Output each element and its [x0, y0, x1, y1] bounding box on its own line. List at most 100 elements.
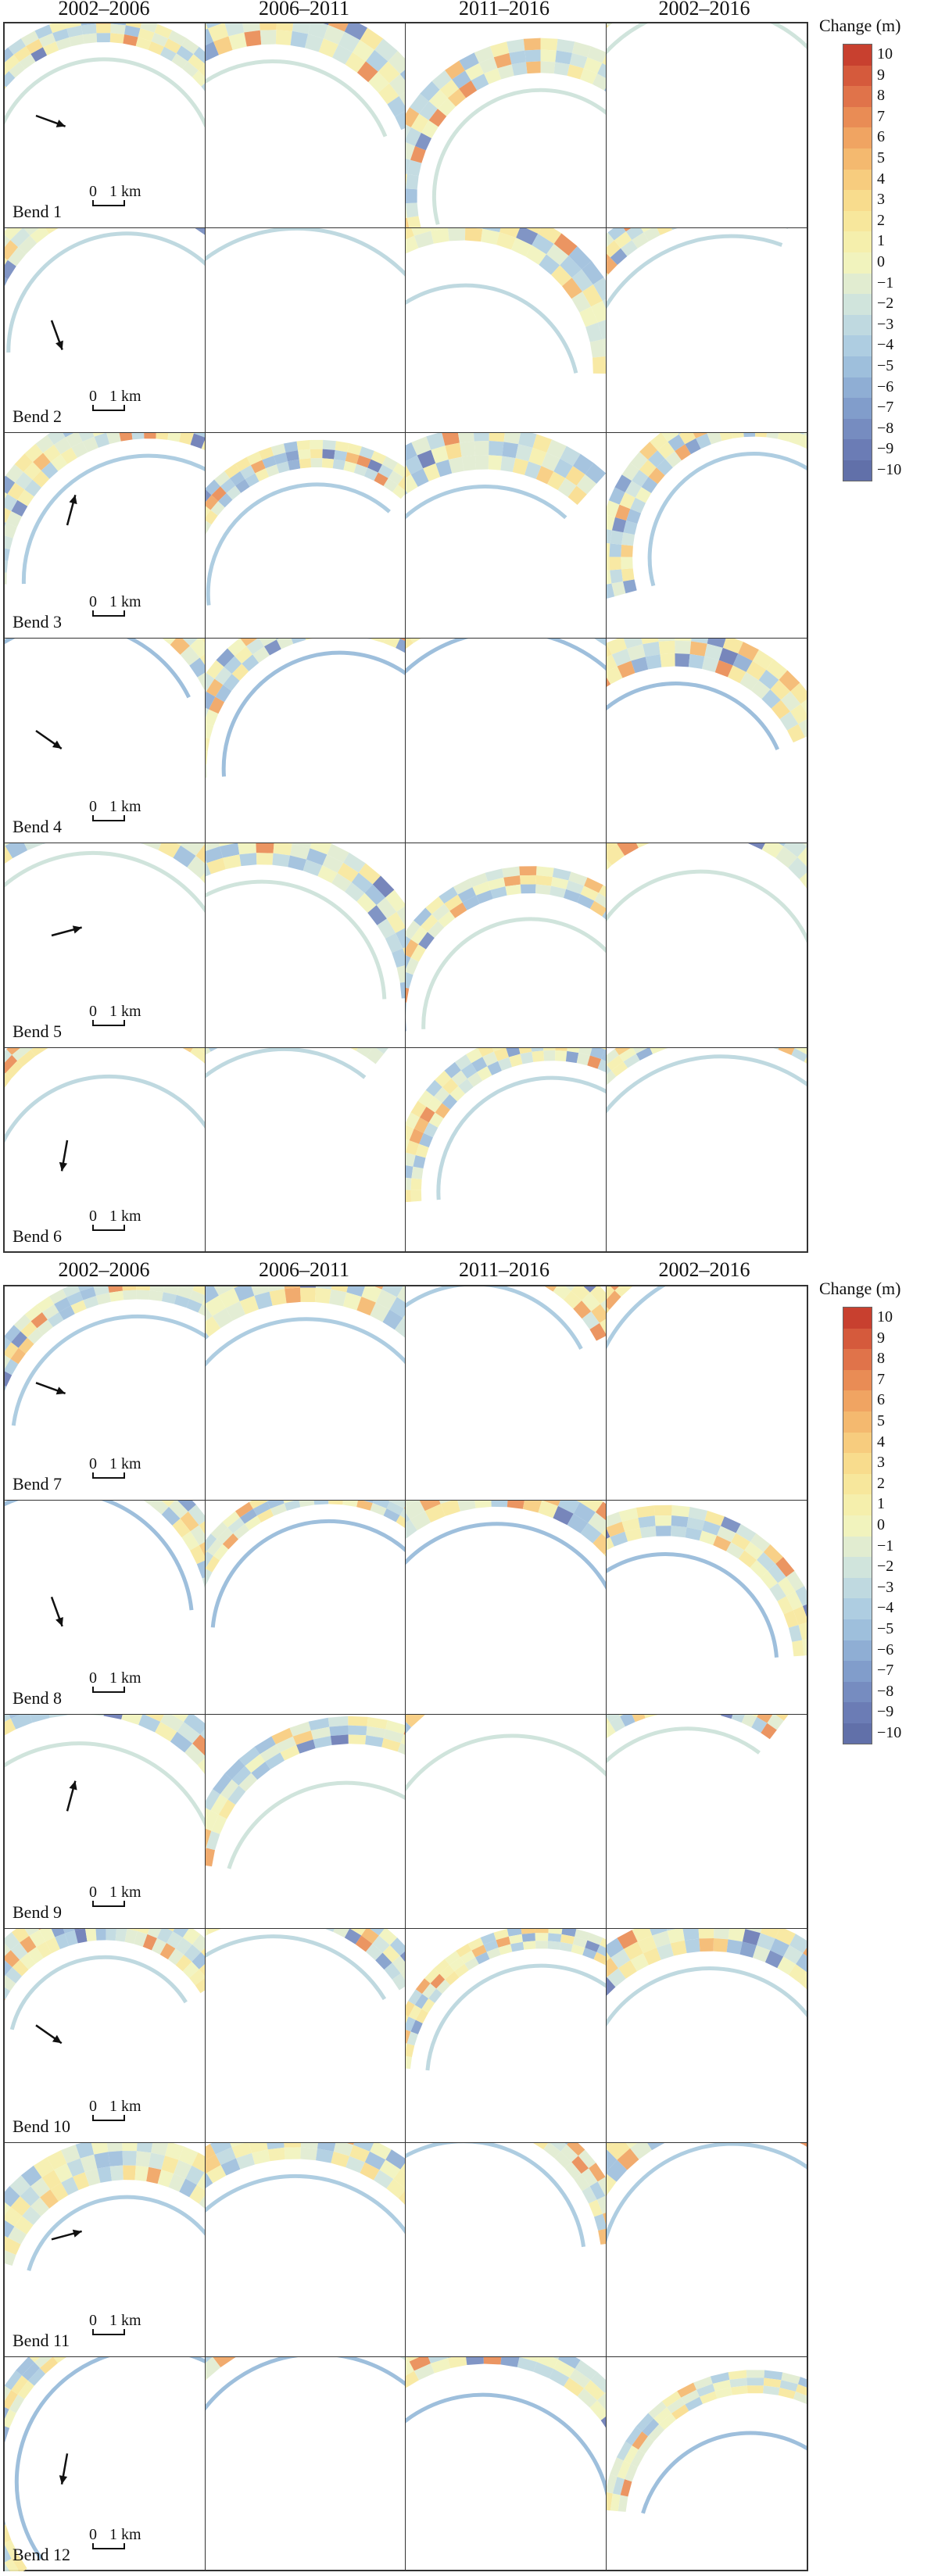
channel-band — [5, 638, 205, 698]
scale-bar: 0 1 km — [89, 1208, 141, 1232]
scale-zero-label: 0 — [89, 592, 97, 610]
channel-band — [606, 1286, 665, 1350]
legend-tick-label: −6 — [877, 1640, 894, 1658]
channel-band — [406, 1286, 606, 1351]
channel-band — [406, 638, 606, 674]
change-map — [406, 866, 606, 1032]
bend-map-panel: Bend 10 0 1 km — [5, 1929, 206, 2143]
legend-tick-label: −3 — [877, 315, 894, 333]
bend-map-panel — [406, 433, 607, 639]
scale-bar-line — [92, 1225, 125, 1232]
bend-label: Bend 3 — [13, 611, 62, 631]
channel-band — [205, 23, 406, 138]
scale-bar-line — [92, 1687, 125, 1693]
bend-map-panel — [606, 23, 807, 229]
change-map — [606, 1286, 665, 1350]
change-map — [205, 2143, 406, 2235]
bend-map-panel — [606, 1715, 807, 1929]
legend-color-ramp — [843, 1307, 872, 1745]
flow-direction-arrow-icon — [66, 495, 77, 526]
bend-map-panel: Bend 3 0 1 km — [5, 433, 206, 639]
column-title: 2006–2011 — [258, 1258, 350, 1281]
scale-bar-line — [92, 2543, 125, 2549]
channel-band — [5, 2143, 205, 2271]
bend-map-panel: Bend 5 0 1 km — [5, 843, 206, 1048]
scale-bar-line — [92, 1472, 125, 1479]
legend-tick-label: 6 — [877, 1391, 885, 1409]
bend-map-panel — [205, 2357, 406, 2571]
legend-swatch — [843, 1494, 872, 1515]
change-map — [606, 843, 807, 944]
change-map — [606, 1929, 807, 2027]
legend-title: Change (m) — [819, 16, 901, 35]
bend-map-panel — [406, 1286, 607, 1501]
legend-swatch — [843, 460, 872, 481]
legend-tick-label: 10 — [877, 1308, 893, 1326]
legend-tick-label: −7 — [877, 399, 894, 417]
channel-band — [606, 2370, 807, 2514]
scale-bar: 0 1 km — [89, 388, 141, 412]
bend-label: Bend 11 — [13, 2331, 70, 2350]
legend-top: Change (m) 10 9 8 7 6 5 4 3 2 1 0 −1 −2 −3 −4 −5 −6 −7 −8−… — [819, 16, 936, 485]
legend-tick-label: −8 — [877, 1682, 894, 1700]
bend-map-panel — [406, 1048, 607, 1254]
bend-map-panel: Bend 8 0 1 km — [5, 1501, 206, 1715]
change-map — [5, 1501, 205, 1627]
legend-tick-label: 2 — [877, 1474, 885, 1492]
scale-zero-label: 0 — [89, 2526, 97, 2543]
change-map — [205, 1501, 406, 1628]
change-map — [606, 1715, 789, 1764]
legend-tick-label: −10 — [877, 1723, 902, 1741]
bend-map-panel — [606, 843, 807, 1048]
bend-label: Bend 5 — [13, 1021, 62, 1041]
legend-tick-label: 7 — [877, 1370, 885, 1388]
bend-map-panel — [406, 1715, 607, 1929]
change-map — [5, 1048, 205, 1172]
channel-band — [406, 1929, 606, 2071]
bend-map-panel — [205, 433, 406, 639]
bend-map-panel: Bend 12 0 1 km — [5, 2357, 206, 2571]
legend-tick-label: −3 — [877, 1578, 894, 1596]
channel-band — [606, 1715, 789, 1764]
channel-band — [406, 2143, 606, 2248]
channel-band — [5, 1929, 205, 2030]
legend-swatch — [843, 148, 872, 170]
change-map — [606, 23, 807, 55]
change-map — [5, 2357, 205, 2571]
legend-swatch — [843, 1681, 872, 1703]
change-map — [406, 2143, 606, 2248]
scale-km-label: 1 km — [109, 2098, 141, 2115]
bend-map-panel — [406, 638, 607, 843]
bend-map-panel — [606, 638, 807, 843]
change-map — [406, 638, 606, 674]
channel-band — [406, 2357, 606, 2495]
change-map — [606, 1048, 807, 1114]
flow-direction-arrow-icon — [35, 114, 66, 127]
legend-tick-label: −2 — [877, 295, 894, 313]
bend-map-panel — [606, 228, 807, 434]
bend-map-panel — [406, 2143, 607, 2357]
legend-swatch — [843, 1661, 872, 1682]
bend-label: Bend 6 — [13, 1226, 62, 1247]
legend-color-ramp — [843, 44, 872, 482]
scale-bar-line — [92, 1019, 125, 1026]
change-map — [606, 1504, 807, 1658]
bend-map-panel — [205, 1048, 406, 1254]
legend-swatch — [843, 1453, 872, 1474]
change-map — [205, 1286, 406, 1367]
bend-map-panel — [205, 1715, 406, 1929]
scale-bar-line — [92, 814, 125, 821]
flow-direction-arrow-icon — [35, 729, 63, 750]
change-map — [406, 2357, 606, 2495]
scale-km-label: 1 km — [109, 2312, 141, 2329]
scale-km-label: 1 km — [109, 1455, 141, 1472]
change-map — [205, 23, 406, 138]
channel-band — [205, 228, 406, 277]
legend-tick-label: 1 — [877, 232, 885, 250]
legend-tick-label: −4 — [877, 336, 894, 354]
bend-map-panel — [205, 23, 406, 229]
flow-direction-arrow-icon — [35, 2024, 63, 2045]
legend-swatch — [843, 1577, 872, 1599]
bend-map-panel — [205, 228, 406, 434]
top-figure-block: 2002–2006 2006–2011 2011–2016 2002–2016 … — [0, 0, 938, 1254]
